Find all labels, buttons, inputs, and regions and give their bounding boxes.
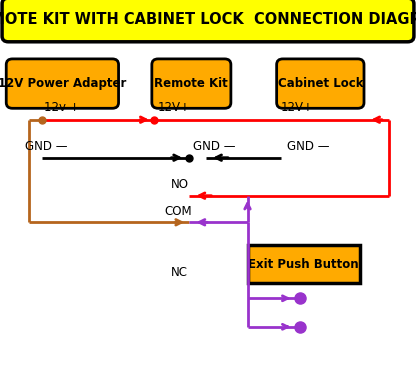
Text: 12V Power Adapter: 12V Power Adapter xyxy=(0,77,126,90)
Text: GND —: GND — xyxy=(25,140,67,153)
Text: GND —: GND — xyxy=(287,140,329,153)
Text: 12V+: 12V+ xyxy=(158,101,191,114)
Text: Remote Kit: Remote Kit xyxy=(154,77,228,90)
Text: Cabinet Lock: Cabinet Lock xyxy=(277,77,363,90)
Text: NO: NO xyxy=(171,178,188,191)
Text: GND —: GND — xyxy=(193,140,236,153)
FancyBboxPatch shape xyxy=(2,0,414,42)
Text: COM: COM xyxy=(164,205,192,218)
Text: REMOTE KIT WITH CABINET LOCK  CONNECTION DIAGRAM: REMOTE KIT WITH CABINET LOCK CONNECTION … xyxy=(0,12,416,27)
FancyBboxPatch shape xyxy=(152,59,231,108)
Text: 12V+: 12V+ xyxy=(281,101,314,114)
FancyBboxPatch shape xyxy=(6,59,119,108)
FancyBboxPatch shape xyxy=(248,245,360,283)
Text: 12v +: 12v + xyxy=(44,101,79,114)
FancyBboxPatch shape xyxy=(277,59,364,108)
Text: NC: NC xyxy=(171,266,188,279)
Text: Exit Push Button: Exit Push Button xyxy=(248,258,359,271)
